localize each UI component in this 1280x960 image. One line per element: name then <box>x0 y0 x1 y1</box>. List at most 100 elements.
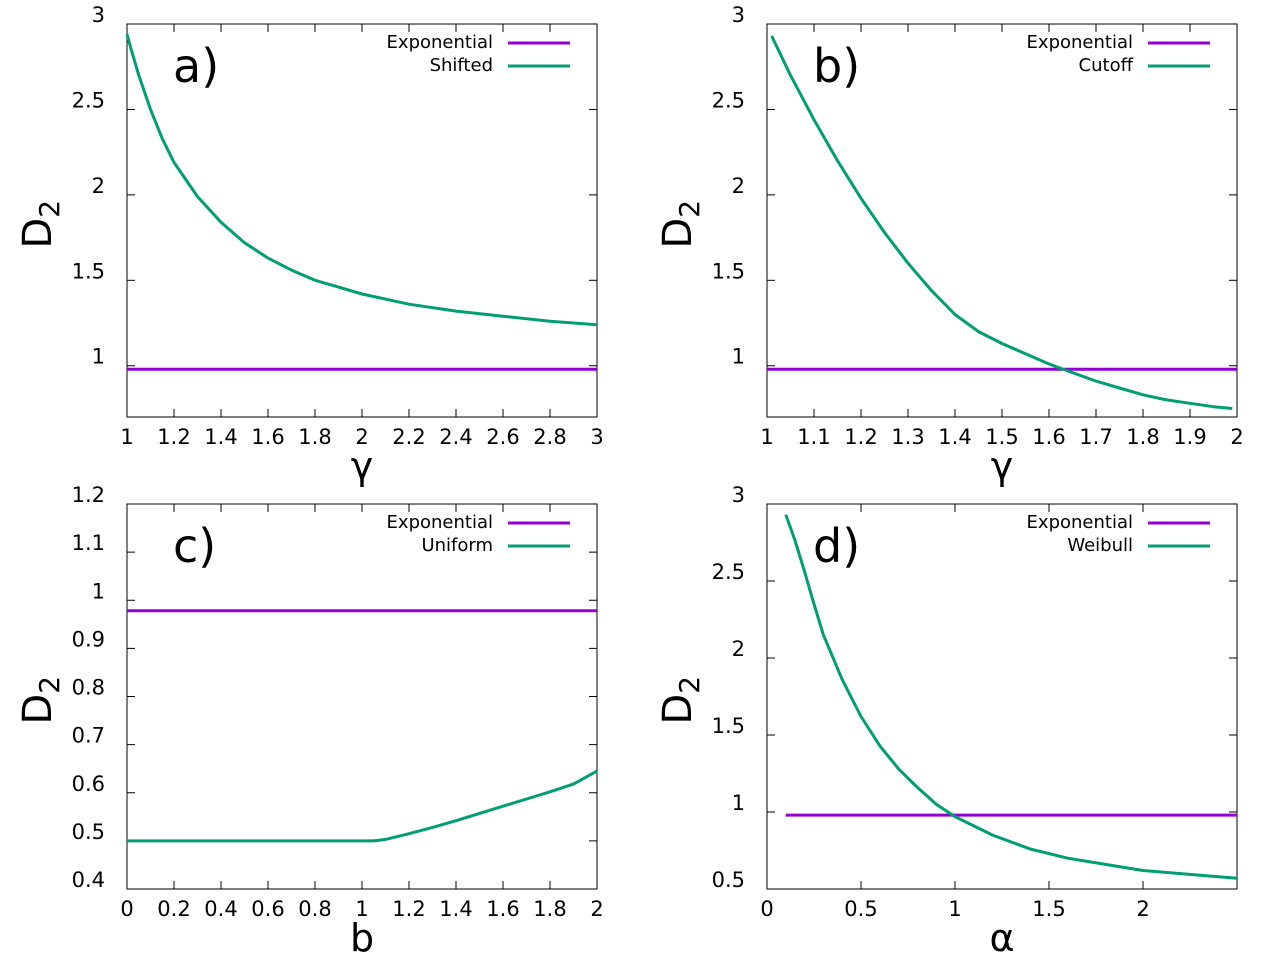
chart-c-y-axis-label: D2 <box>15 676 66 725</box>
chart-b-y-tick-label: 2 <box>732 174 745 198</box>
chart-a-x-tick-label: 1.6 <box>251 425 284 449</box>
chart-d-x-tick-label: 2 <box>1136 897 1149 921</box>
chart-a-x-tick-label: 2 <box>355 425 368 449</box>
chart-c-legend-label-uniform: Uniform <box>421 535 493 556</box>
chart-b-x-tick-label: 2 <box>1230 425 1243 449</box>
chart-a-y-tick-label: 2.5 <box>72 88 105 112</box>
chart-a-x-tick-label: 2.8 <box>533 425 566 449</box>
chart-b-y-axis-label: D2 <box>655 200 706 249</box>
chart-b-legend-label-cutoff: Cutoff <box>1079 55 1134 76</box>
chart-d-y-axis-label: D2 <box>655 676 706 725</box>
chart-c-y-tick-label: 0.7 <box>72 724 105 748</box>
chart-c-x-axis-label: b <box>350 916 374 960</box>
chart-a-legend-label-exponential: Exponential <box>387 32 493 53</box>
chart-d-plot-frame <box>766 503 1238 890</box>
chart-d-x-tick-label: 0 <box>760 897 773 921</box>
chart-a-x-tick-label: 1 <box>120 425 133 449</box>
chart-c-legend-label-exponential: Exponential <box>387 512 493 533</box>
chart-b-x-tick-label: 1.7 <box>1079 425 1112 449</box>
chart-d-legend-label-weibull: Weibull <box>1067 535 1133 556</box>
chart-a-x-tick-label: 2.2 <box>392 425 425 449</box>
chart-a-x-tick-label: 1.2 <box>157 425 190 449</box>
chart-d-x-tick-label: 1 <box>948 897 961 921</box>
chart-d-y-tick-label: 1 <box>732 791 745 815</box>
chart-d-y-axis-label-subscript: 2 <box>673 676 706 694</box>
chart-a-x-tick-label: 3 <box>590 425 603 449</box>
chart-c-x-tick-label: 1.2 <box>392 897 425 921</box>
chart-a-y-axis-label: D2 <box>15 200 66 249</box>
chart-d-x-tick-label: 1.5 <box>1032 897 1065 921</box>
chart-b-x-tick-label: 1 <box>760 425 773 449</box>
chart-a-y-tick-label: 1 <box>92 345 105 369</box>
chart-b-x-tick-label: 1.5 <box>985 425 1018 449</box>
chart-d-panel-label: d) <box>813 519 860 573</box>
chart-c-panel-label: c) <box>173 519 216 573</box>
chart-c-x-tick-label: 1.8 <box>533 897 566 921</box>
chart-a-y-tick-label: 2 <box>92 174 105 198</box>
chart-c-y-tick-label: 1.2 <box>72 483 105 507</box>
chart-d-x-tick-label: 0.5 <box>844 897 877 921</box>
chart-c-x-tick-label: 0.6 <box>251 897 284 921</box>
chart-b-y-tick-label: 2.5 <box>712 88 745 112</box>
chart-a-panel-label: a) <box>173 39 219 93</box>
chart-c-y-tick-label: 1.1 <box>72 531 105 555</box>
chart-d-y-tick-label: 0.5 <box>712 868 745 892</box>
chart-a-x-tick-label: 1.8 <box>298 425 331 449</box>
chart-c-y-axis-label-main: D <box>15 694 61 725</box>
chart-c-x-tick-label: 2 <box>590 897 603 921</box>
chart-b-y-axis-label-main: D <box>655 218 701 249</box>
chart-d-legend-label-exponential: Exponential <box>1027 512 1133 533</box>
chart-b-x-tick-label: 1.6 <box>1032 425 1065 449</box>
chart-d-y-tick-label: 2 <box>732 637 745 661</box>
chart-c-x-tick-label: 1 <box>355 897 368 921</box>
chart-c-y-tick-label: 0.5 <box>72 820 105 844</box>
chart-c-series-uniform-line <box>127 769 598 843</box>
chart-c-y-tick-label: 0.4 <box>72 868 105 892</box>
chart-c-y-tick-label: 0.9 <box>72 627 105 651</box>
chart-c-y-tick-label: 0.6 <box>72 772 105 796</box>
chart-d-x-axis-label: α <box>989 916 1014 960</box>
chart-c-y-axis-label-subscript: 2 <box>33 676 66 694</box>
chart-a-y-tick-label: 3 <box>92 3 105 27</box>
chart-a-legend-label-shifted: Shifted <box>430 55 493 76</box>
chart-d-y-axis-label-main: D <box>655 694 701 725</box>
chart-d-y-tick-label: 2.5 <box>712 560 745 584</box>
chart-a-series-shifted-line <box>125 33 598 327</box>
chart-b-series-cutoff-line <box>770 35 1233 410</box>
chart-b-x-tick-label: 1.2 <box>844 425 877 449</box>
chart-c-x-tick-label: 0.8 <box>298 897 331 921</box>
chart-b-x-tick-label: 1.9 <box>1173 425 1206 449</box>
chart-b-y-axis-label-subscript: 2 <box>673 200 706 218</box>
chart-d-series-weibull-line <box>784 514 1238 880</box>
chart-b-y-tick-label: 3 <box>732 3 745 27</box>
chart-b-y-tick-label: 1.5 <box>712 259 745 283</box>
chart-a-x-tick-label: 1.4 <box>204 425 237 449</box>
chart-a-x-tick-label: 2.4 <box>439 425 472 449</box>
chart-d-y-tick-label: 1.5 <box>712 714 745 738</box>
chart-a-y-axis-label-subscript: 2 <box>33 200 66 218</box>
chart-c-x-tick-label: 1.6 <box>486 897 519 921</box>
chart-d-y-tick-label: 3 <box>732 483 745 507</box>
chart-a-x-tick-label: 2.6 <box>486 425 519 449</box>
chart-a-y-tick-label: 1.5 <box>72 259 105 283</box>
chart-a-panel: 1 1.2 1.4 1.6 1.8 2 2.2 2.4 2.6 2.8 311.522.53γD2a… <box>15 3 604 488</box>
chart-b-panel: 1 1.1 1.2 1.3 1.4 1.5 1.6 1.7 1.8 1.9 2 1 1.5 2 2.5 3 γ D… <box>655 3 1244 488</box>
chart-b-panel-label: b) <box>813 39 860 93</box>
chart-c-x-tick-label: 0.4 <box>204 897 237 921</box>
chart-c-x-tick-label: 1.4 <box>439 897 472 921</box>
chart-b-x-tick-label: 1.1 <box>797 425 830 449</box>
chart-c-x-tick-label: 0.2 <box>157 897 190 921</box>
chart-a-x-axis-label: γ <box>351 444 374 488</box>
chart-c-y-tick-label: 1 <box>92 579 105 603</box>
chart-a-y-axis-label-main: D <box>15 218 61 249</box>
chart-c-x-tick-label: 0 <box>120 897 133 921</box>
chart-b-x-axis-label: γ <box>991 444 1014 488</box>
chart-b-x-tick-label: 1.4 <box>938 425 971 449</box>
chart-b-y-tick-label: 1 <box>732 345 745 369</box>
chart-b-x-tick-label: 1.8 <box>1126 425 1159 449</box>
chart-c-y-tick-label: 0.8 <box>72 676 105 700</box>
chart-b-x-tick-label: 1.3 <box>891 425 924 449</box>
